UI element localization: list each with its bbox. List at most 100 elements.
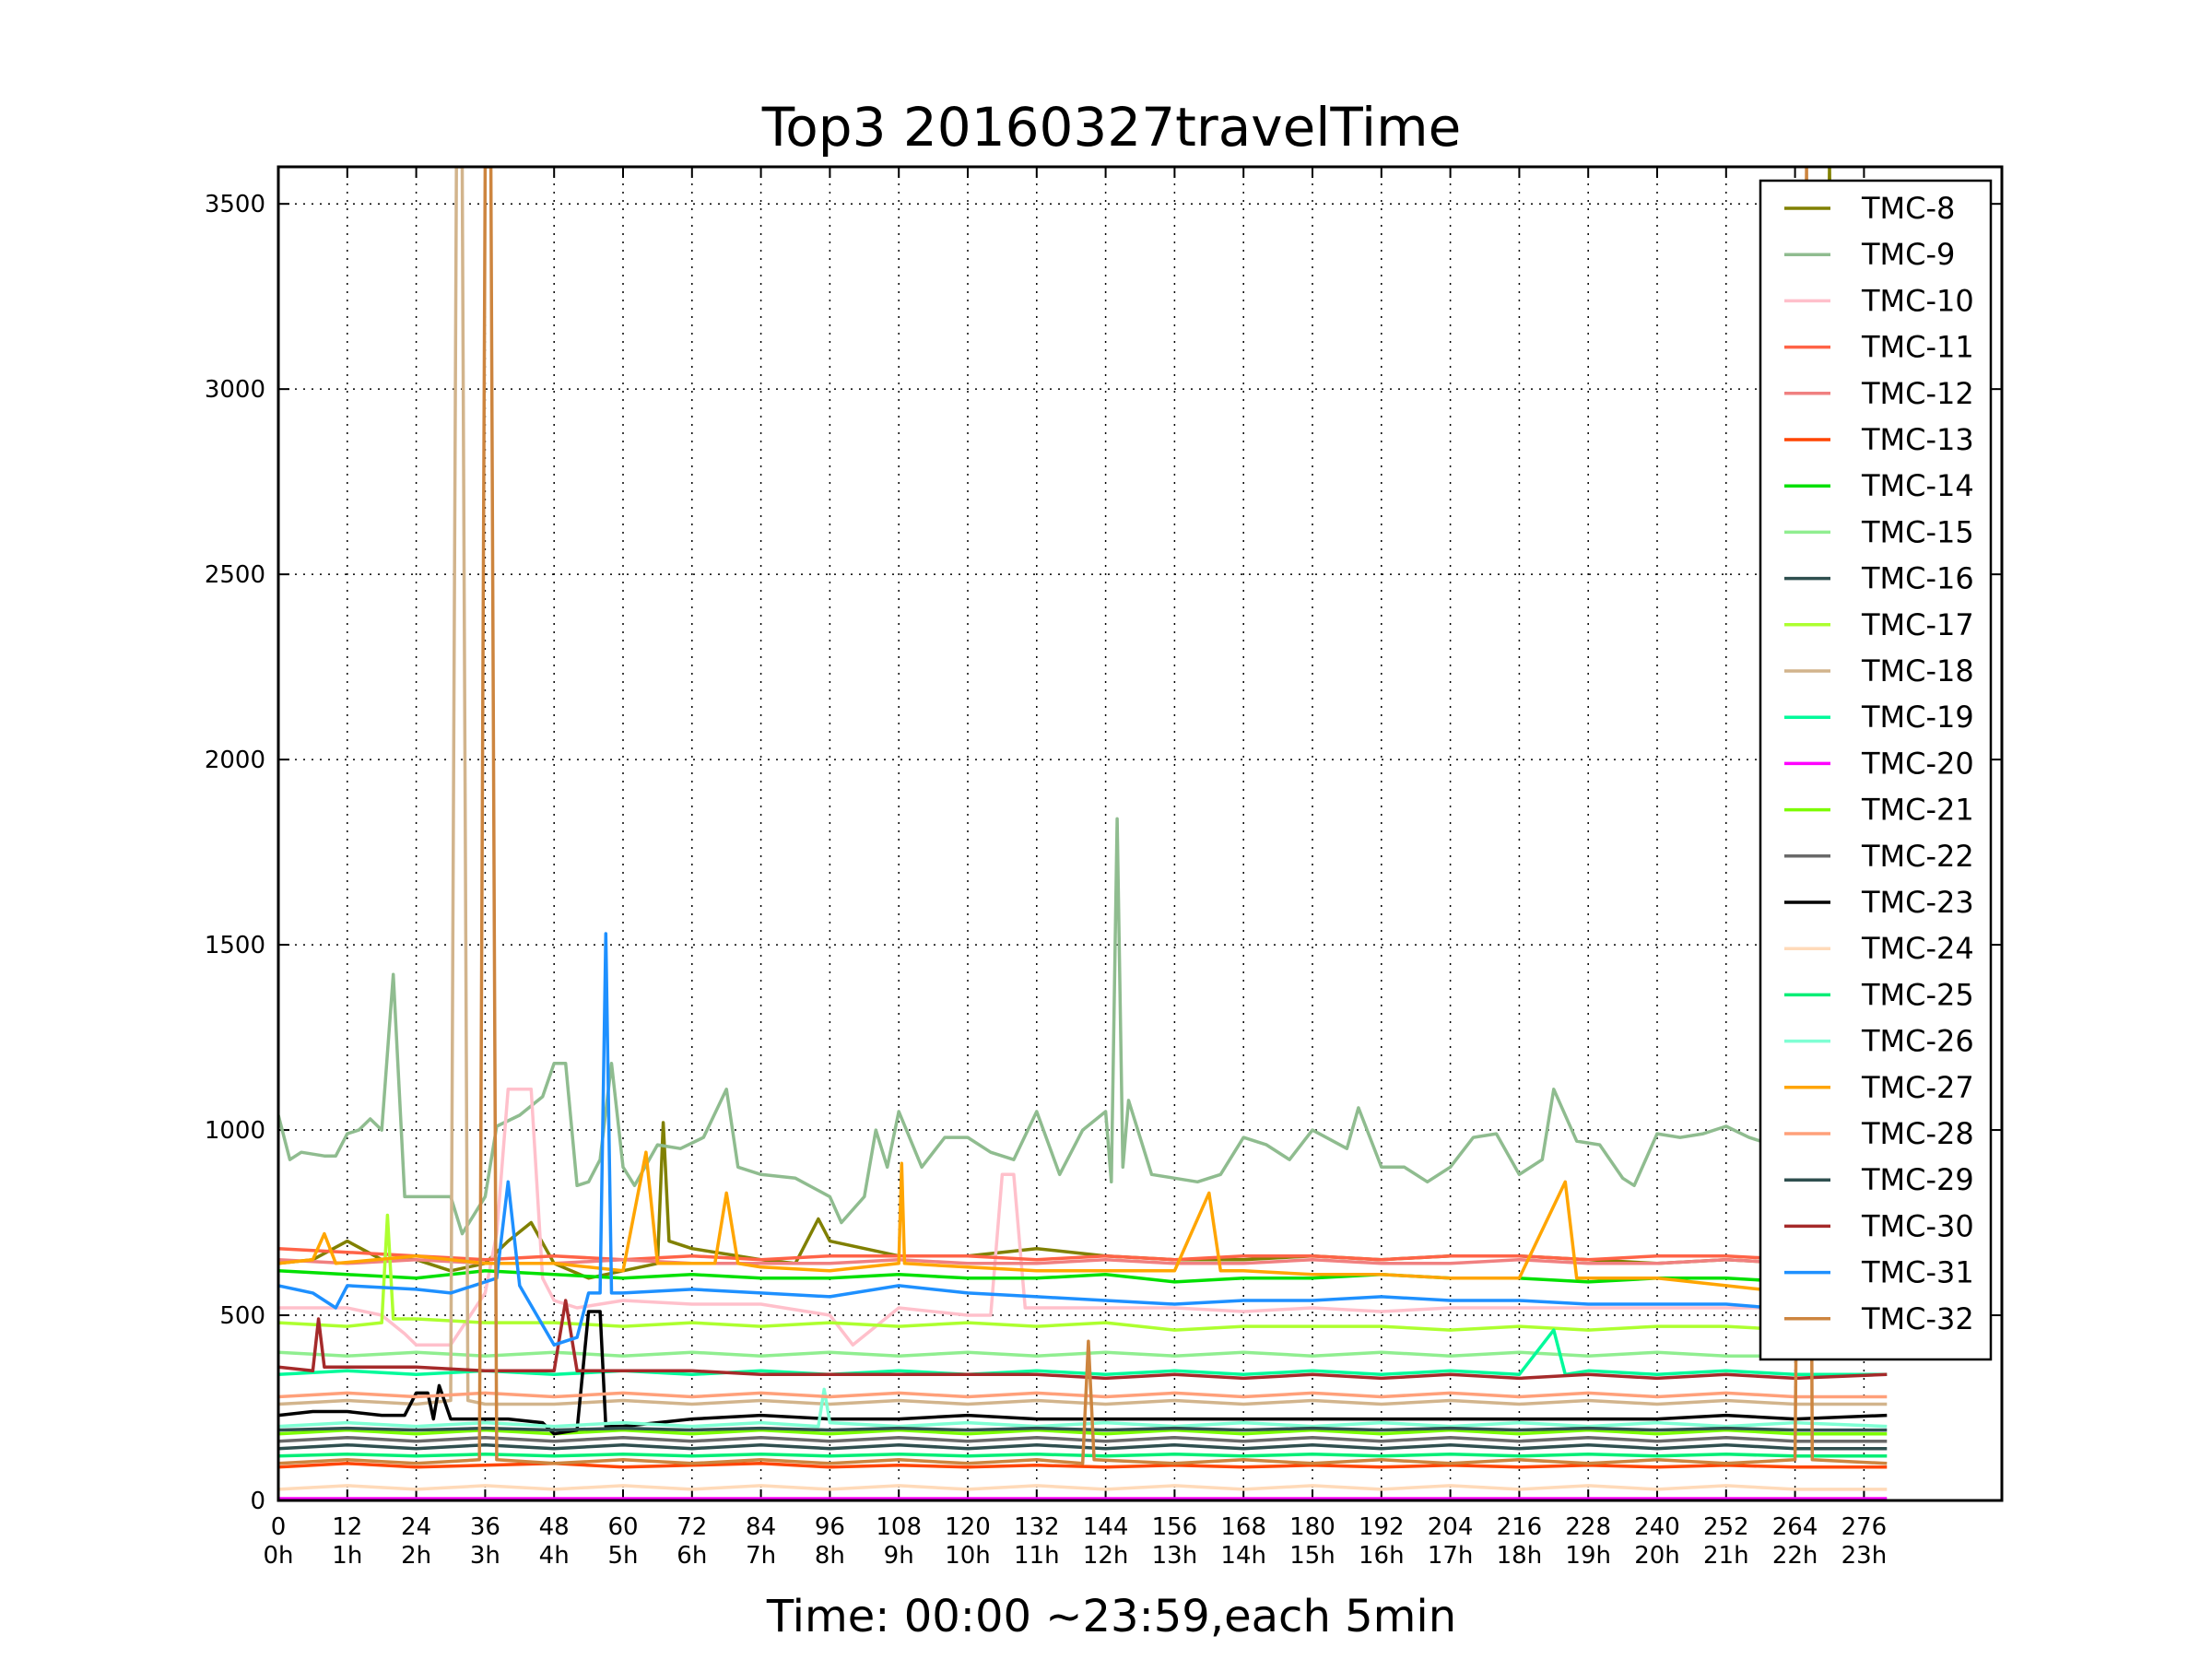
y-tick-label: 2500 xyxy=(205,561,265,589)
legend-label: TMC-32 xyxy=(1861,1301,1974,1336)
legend-label: TMC-23 xyxy=(1861,885,1974,920)
y-tick-label: 3000 xyxy=(205,376,265,404)
series-line-tmc-21 xyxy=(278,1428,1888,1436)
x-tick-label: 84 xyxy=(746,1513,776,1541)
y-tick-label: 500 xyxy=(219,1302,265,1330)
x-tick-label: 156 xyxy=(1152,1513,1198,1541)
x-tick-sublabel: 18h xyxy=(1497,1542,1543,1570)
x-tick-label: 132 xyxy=(1014,1513,1060,1541)
series-line-tmc-27 xyxy=(278,1150,1795,1295)
x-tick-label: 0 xyxy=(271,1513,287,1541)
legend-label: TMC-15 xyxy=(1861,514,1974,549)
x-tick-label: 96 xyxy=(815,1513,845,1541)
plot-area xyxy=(278,167,1888,1500)
x-tick-sublabel: 14h xyxy=(1220,1542,1266,1570)
legend-label: TMC-11 xyxy=(1861,330,1974,365)
x-tick-label: 216 xyxy=(1497,1513,1543,1541)
x-tick-label: 192 xyxy=(1359,1513,1405,1541)
series-line-tmc-26 xyxy=(278,1387,1888,1429)
x-tick-label: 108 xyxy=(876,1513,922,1541)
x-tick-label: 264 xyxy=(1772,1513,1818,1541)
x-tick-sublabel: 21h xyxy=(1703,1542,1749,1570)
legend-label: TMC-20 xyxy=(1861,746,1974,781)
y-tick-label: 3500 xyxy=(205,191,265,218)
x-tick-label: 228 xyxy=(1565,1513,1611,1541)
legend: TMC-8 TMC-9 TMC-10 TMC-11 TMC-12 TMC-13 TMC-14… xyxy=(1759,179,1993,1361)
chart-title: Top3 20160327travelTime xyxy=(761,96,1462,159)
series-line-tmc-18 xyxy=(278,167,1888,1406)
x-tick-sublabel: 5h xyxy=(607,1542,638,1570)
y-tick-label: 1000 xyxy=(205,1117,265,1145)
x-tick-sublabel: 6h xyxy=(677,1542,707,1570)
x-tick-sublabel: 13h xyxy=(1152,1542,1198,1570)
legend-label: TMC-22 xyxy=(1861,839,1974,874)
series-line-tmc-19 xyxy=(278,1328,1888,1377)
x-tick-label: 60 xyxy=(607,1513,638,1541)
x-tick-label: 48 xyxy=(539,1513,570,1541)
x-tick-label: 24 xyxy=(401,1513,431,1541)
x-tick-sublabel: 1h xyxy=(332,1542,362,1570)
x-tick-sublabel: 22h xyxy=(1772,1542,1818,1570)
series-line-tmc-16 xyxy=(278,1442,1888,1451)
legend-label: TMC-9 xyxy=(1861,237,1955,272)
x-tick-sublabel: 16h xyxy=(1359,1542,1405,1570)
legend-box xyxy=(1759,179,1993,1361)
x-tick-label: 180 xyxy=(1289,1513,1335,1541)
x-tick-label: 276 xyxy=(1841,1513,1888,1541)
x-tick-sublabel: 7h xyxy=(746,1542,776,1570)
series-line-tmc-22 xyxy=(278,1435,1888,1443)
x-tick-sublabel: 9h xyxy=(884,1542,914,1570)
y-tick-label: 0 xyxy=(250,1488,265,1515)
x-tick-sublabel: 4h xyxy=(539,1542,570,1570)
x-tick-label: 12 xyxy=(332,1513,362,1541)
y-tick-label: 1500 xyxy=(205,932,265,959)
series-line-tmc-11 xyxy=(278,1246,1888,1265)
series-line-tmc-14 xyxy=(278,1269,1795,1284)
series-line-tmc-25 xyxy=(278,1453,1888,1458)
x-tick-sublabel: 12h xyxy=(1083,1542,1129,1570)
x-tick-sublabel: 15h xyxy=(1289,1542,1335,1570)
x-tick-sublabel: 2h xyxy=(401,1542,431,1570)
legend-label: TMC-21 xyxy=(1861,793,1974,828)
x-tick-sublabel: 3h xyxy=(470,1542,500,1570)
legend-label: TMC-14 xyxy=(1861,468,1974,503)
x-tick-label: 72 xyxy=(677,1513,707,1541)
x-tick-label: 144 xyxy=(1083,1513,1129,1541)
x-axis-label: Time: 00:00 ~23:59,each 5min xyxy=(766,1591,1456,1642)
legend-label: TMC-28 xyxy=(1861,1116,1974,1151)
legend-label: TMC-27 xyxy=(1861,1070,1974,1105)
legend-label: TMC-16 xyxy=(1861,561,1974,596)
legend-label: TMC-19 xyxy=(1861,700,1974,735)
x-tick-sublabel: 11h xyxy=(1014,1542,1060,1570)
series-line-tmc-24 xyxy=(278,1484,1888,1491)
legend-label: TMC-8 xyxy=(1861,191,1955,226)
series-line-tmc-17 xyxy=(278,1213,1795,1332)
y-tick-label: 2000 xyxy=(205,747,265,774)
series-line-tmc-31 xyxy=(278,932,1772,1347)
x-tick-label: 252 xyxy=(1703,1513,1749,1541)
plot-frame xyxy=(276,165,2004,1502)
series-line-tmc-30 xyxy=(278,1299,1888,1381)
x-tick-sublabel: 10h xyxy=(945,1542,991,1570)
x-tick-sublabel: 0h xyxy=(263,1542,293,1570)
series-line-tmc-28 xyxy=(278,1391,1888,1399)
grid xyxy=(278,167,2002,1500)
series-line-tmc-10 xyxy=(278,1088,1795,1347)
legend-label: TMC-26 xyxy=(1861,1024,1974,1059)
x-tick-label: 168 xyxy=(1220,1513,1266,1541)
series-line-tmc-8 xyxy=(278,167,1888,1280)
legend-label: TMC-10 xyxy=(1861,283,1974,318)
x-tick-label: 120 xyxy=(945,1513,991,1541)
x-tick-sublabel: 20h xyxy=(1634,1542,1680,1570)
x-tick-label: 36 xyxy=(470,1513,500,1541)
legend-label: TMC-25 xyxy=(1861,977,1974,1012)
legend-label: TMC-24 xyxy=(1861,931,1974,966)
x-tick-sublabel: 19h xyxy=(1565,1542,1611,1570)
x-tick-label: 240 xyxy=(1634,1513,1680,1541)
legend-label: TMC-29 xyxy=(1861,1162,1974,1197)
series-line-tmc-9 xyxy=(278,817,1773,1236)
legend-label: TMC-13 xyxy=(1861,422,1974,457)
legend-label: TMC-12 xyxy=(1861,376,1974,411)
